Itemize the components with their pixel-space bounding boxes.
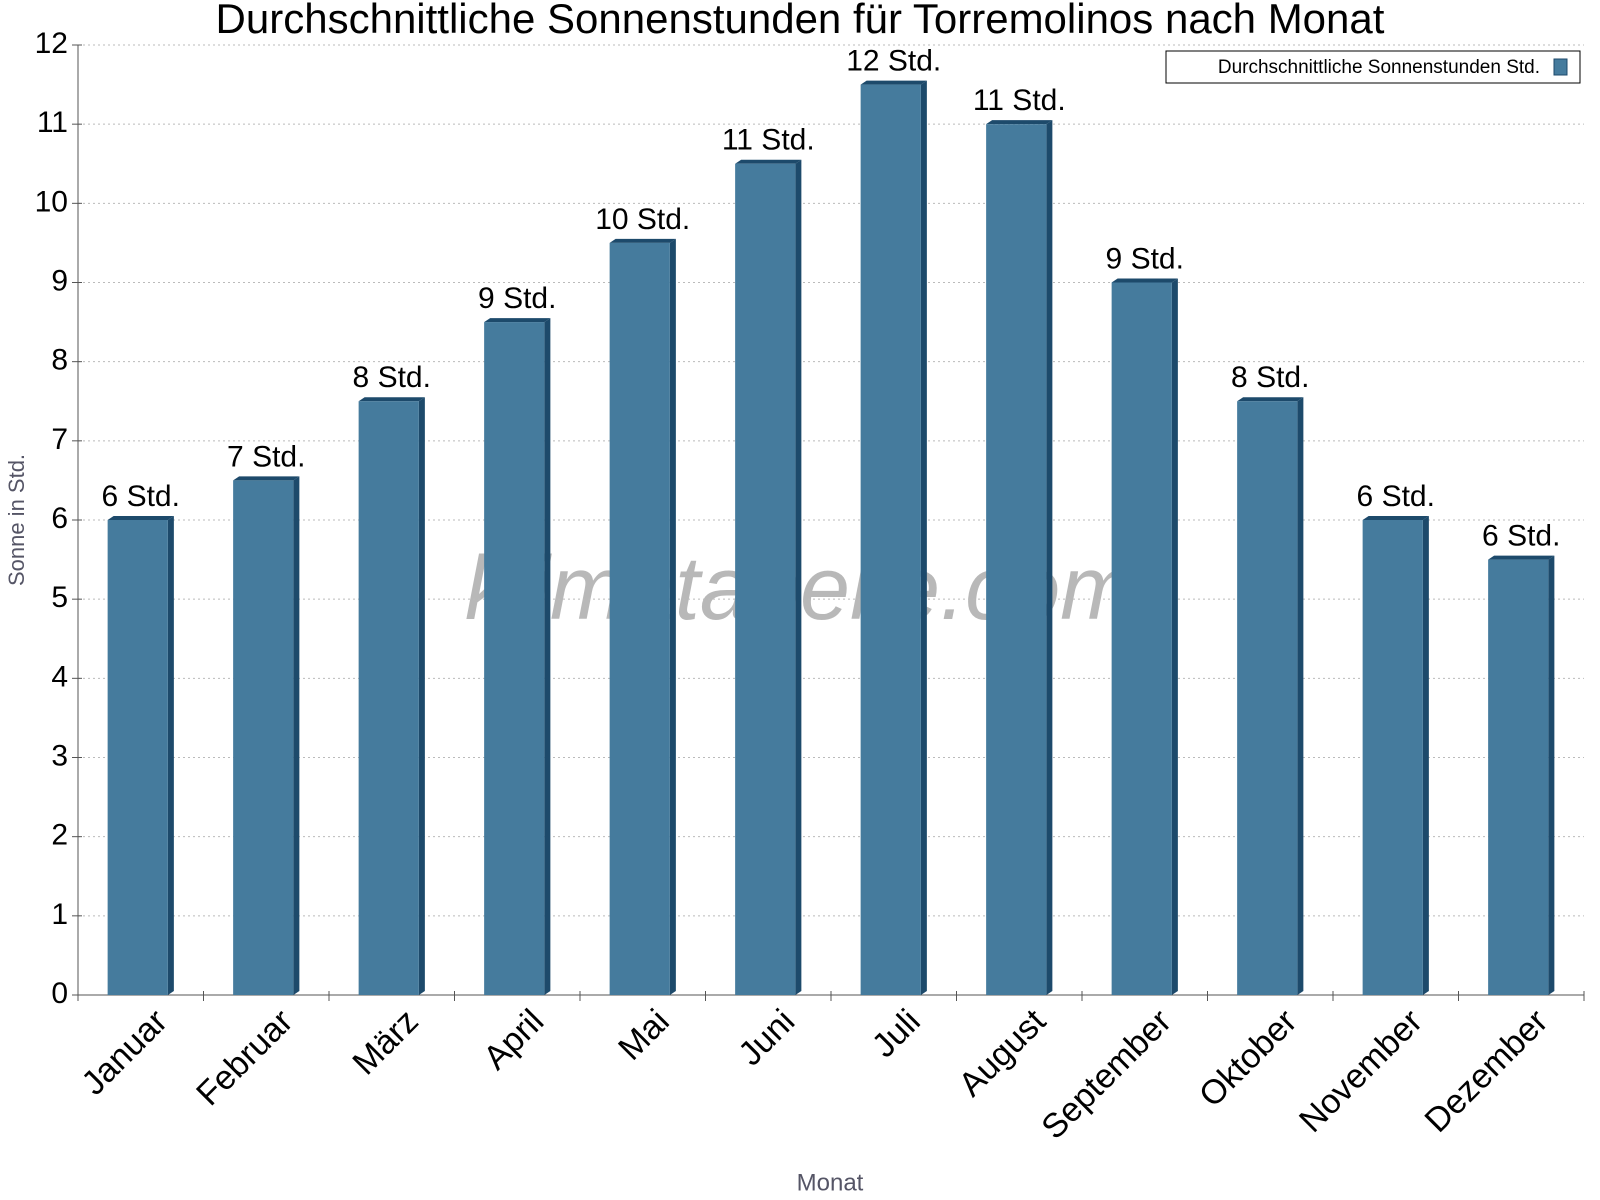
y-tick-label: 0 bbox=[51, 977, 68, 1010]
bar bbox=[1362, 520, 1423, 995]
bar bbox=[986, 124, 1047, 995]
y-tick-label: 7 bbox=[51, 423, 68, 456]
bar-side bbox=[1297, 397, 1304, 995]
value-label: 8 Std. bbox=[1231, 361, 1309, 394]
bar-top bbox=[860, 80, 927, 85]
value-label: 9 Std. bbox=[1106, 242, 1184, 275]
bar bbox=[484, 322, 545, 995]
bar-group bbox=[1488, 555, 1555, 995]
bar-top bbox=[233, 476, 300, 481]
bar-side bbox=[544, 318, 551, 995]
y-tick-label: 1 bbox=[51, 898, 68, 931]
value-label: 12 Std. bbox=[846, 45, 941, 78]
bar bbox=[358, 401, 419, 995]
bar-top bbox=[735, 159, 802, 164]
bar-side bbox=[669, 238, 676, 995]
bar bbox=[609, 242, 670, 995]
y-tick-label: 11 bbox=[37, 106, 68, 139]
bar-side bbox=[293, 476, 300, 996]
y-tick-label: 12 bbox=[35, 27, 68, 60]
value-label: 6 Std. bbox=[1482, 520, 1560, 553]
y-axis-label: Sonne in Std. bbox=[4, 454, 29, 586]
bar-group bbox=[986, 120, 1053, 995]
bar-side bbox=[1422, 516, 1429, 995]
bar-top bbox=[107, 516, 174, 520]
bar-top bbox=[358, 397, 425, 402]
bar-group bbox=[860, 80, 927, 996]
y-tick-label: 5 bbox=[51, 581, 68, 614]
bar-top bbox=[1488, 555, 1555, 560]
bar bbox=[233, 480, 294, 996]
bar-group bbox=[1237, 397, 1304, 995]
value-label: 6 Std. bbox=[1357, 480, 1435, 513]
value-label: 11 Std. bbox=[973, 84, 1066, 117]
bar-group bbox=[358, 397, 425, 995]
value-label: 8 Std. bbox=[353, 361, 431, 394]
bar bbox=[735, 163, 796, 995]
bar-group bbox=[1111, 278, 1178, 995]
value-label: 7 Std. bbox=[227, 440, 305, 473]
bar-side bbox=[167, 516, 174, 995]
bar-side bbox=[920, 80, 927, 996]
value-label: 6 Std. bbox=[102, 480, 180, 513]
bar-top bbox=[986, 120, 1053, 125]
bar-top bbox=[484, 318, 551, 323]
bar-group bbox=[107, 516, 174, 995]
y-tick-label: 3 bbox=[51, 739, 68, 772]
y-tick-label: 8 bbox=[51, 344, 68, 377]
bar-top bbox=[1237, 397, 1304, 402]
value-label: 9 Std. bbox=[478, 282, 556, 315]
bar bbox=[107, 520, 168, 995]
value-label: 11 Std. bbox=[722, 124, 815, 157]
y-tick-label: 4 bbox=[51, 660, 68, 693]
value-label: 10 Std. bbox=[595, 203, 690, 236]
bar-group bbox=[233, 476, 300, 996]
bar-top bbox=[609, 238, 676, 243]
bar-top bbox=[1111, 278, 1178, 283]
bar bbox=[1111, 282, 1172, 995]
y-tick-label: 6 bbox=[51, 502, 68, 535]
bar-group bbox=[484, 318, 551, 995]
bar-side bbox=[795, 159, 802, 995]
legend-box bbox=[1165, 50, 1581, 84]
legend-label: Durchschnittliche Sonnenstunden Std. bbox=[1218, 57, 1540, 78]
legend-swatch bbox=[1553, 58, 1568, 76]
x-axis-label: Monat bbox=[797, 1169, 864, 1196]
bar-side bbox=[1171, 278, 1178, 995]
bar-group bbox=[609, 238, 676, 995]
y-tick-label: 9 bbox=[51, 264, 68, 297]
bar-group bbox=[735, 159, 802, 995]
bar bbox=[1237, 401, 1298, 995]
chart-title: Durchschnittliche Sonnenstunden für Torr… bbox=[216, 0, 1385, 42]
y-tick-label: 2 bbox=[51, 819, 68, 852]
bar-side bbox=[1046, 120, 1053, 995]
bar-top bbox=[1362, 516, 1429, 520]
bar-side bbox=[418, 397, 425, 995]
bar bbox=[860, 84, 921, 996]
bar-group bbox=[1362, 516, 1429, 995]
bar bbox=[1488, 559, 1549, 995]
bar-side bbox=[1548, 555, 1555, 995]
y-tick-label: 10 bbox=[35, 185, 68, 218]
